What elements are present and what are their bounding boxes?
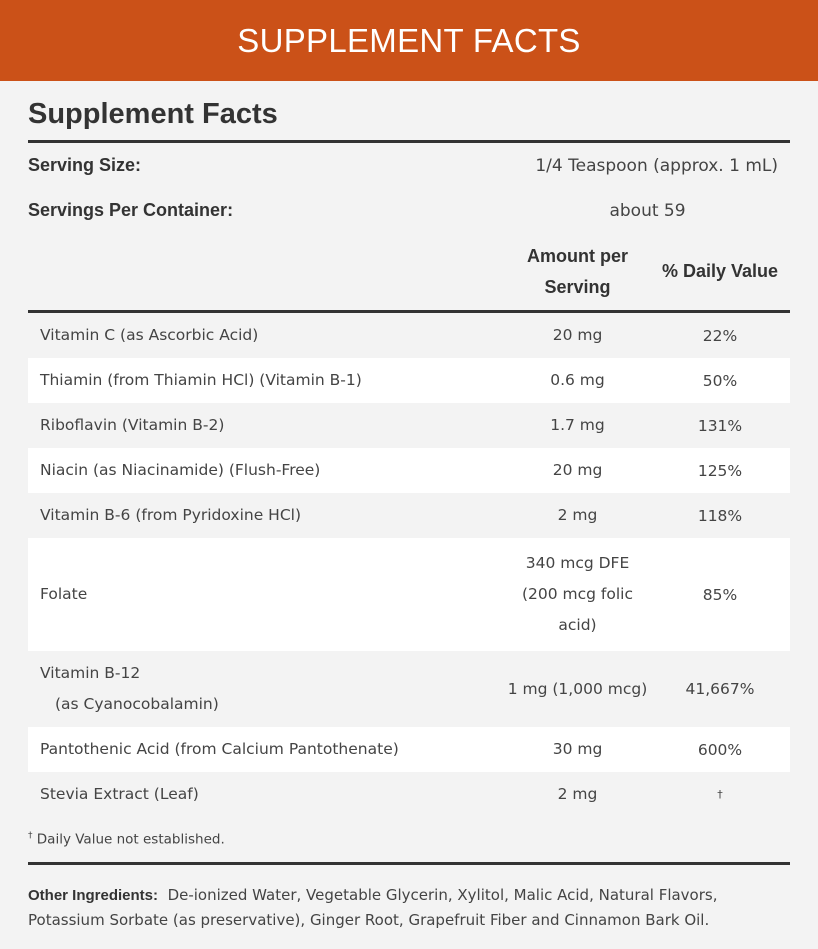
other-ingredients-label: Other Ingredients: <box>28 887 159 904</box>
divider <box>28 140 790 143</box>
serving-size-row: Serving Size: 1/4 Teaspoon (approx. 1 mL… <box>28 143 790 188</box>
nutrient-name: Vitamin B-6 (from Pyridoxine HCl) <box>40 506 302 524</box>
table-row: Pantothenic Acid (from Calcium Pantothen… <box>28 727 790 772</box>
amount: 20 mg <box>552 461 603 479</box>
amount: 30 mg <box>552 740 603 758</box>
daily-value: 22% <box>702 326 738 345</box>
daily-value: 41,667% <box>685 680 755 698</box>
other-ingredients-text: De-ionized Water, Vegetable Glycerin, Xy… <box>28 886 718 929</box>
amount-header: Amount per Serving <box>505 241 650 303</box>
daily-value: 85% <box>702 585 738 604</box>
nutrient-name: Pantothenic Acid (from Calcium Pantothen… <box>40 740 399 758</box>
banner-title: SUPPLEMENT FACTS <box>0 0 818 81</box>
amount: 0.6 mg <box>550 371 605 389</box>
footnote-text: Daily Value not established. <box>32 831 225 848</box>
daily-value: 125% <box>697 461 743 480</box>
nutrient-name-main: Vitamin B-12 <box>40 664 141 682</box>
amount: 1.7 mg <box>550 416 605 434</box>
serving-size-value: 1/4 Teaspoon (approx. 1 mL) <box>535 155 778 176</box>
nutrient-table: Vitamin C (as Ascorbic Acid) 20 mg 22% Thi… <box>28 313 790 817</box>
amount-line: 340 mcg DFE <box>525 554 630 572</box>
table-row: Vitamin B-6 (from Pyridoxine HCl) 2 mg 118… <box>28 493 790 538</box>
table-row: Riboflavin (Vitamin B-2) 1.7 mg 131% <box>28 403 790 448</box>
amount-header-line2: Serving <box>544 276 611 297</box>
nutrient-name: Stevia Extract (Leaf) <box>40 785 199 803</box>
amount-header-line1: Amount per <box>527 245 628 266</box>
table-row: Vitamin C (as Ascorbic Acid) 20 mg 22% <box>28 313 790 358</box>
servings-label: Servings Per Container: <box>28 200 234 220</box>
daily-value: 118% <box>697 506 743 525</box>
amount: 340 mcg DFE (200 mcg folic acid) <box>505 548 650 641</box>
daily-value-header: % Daily Value <box>661 261 779 281</box>
divider <box>28 310 790 313</box>
amount-line: (200 mcg folic <box>521 585 634 603</box>
supplement-facts-panel: Supplement Facts Serving Size: 1/4 Teasp… <box>28 81 790 933</box>
nutrient-name: Folate <box>40 585 88 603</box>
table-row: Niacin (as Niacinamide) (Flush-Free) 20 m… <box>28 448 790 493</box>
footnote: † Daily Value not established. <box>28 831 790 862</box>
table-row: Stevia Extract (Leaf) 2 mg † <box>28 772 790 817</box>
table-row: Vitamin B-12 (as Cyanocobalamin) 1 mg (1,0… <box>28 651 790 727</box>
table-row: Folate 340 mcg DFE (200 mcg folic acid) 85% <box>28 538 790 651</box>
nutrient-name: Niacin (as Niacinamide) (Flush-Free) <box>40 461 321 479</box>
servings-per-container-row: Servings Per Container: about 59 <box>28 188 790 233</box>
servings-value: about 59 <box>609 200 686 221</box>
amount: 2 mg <box>557 785 598 803</box>
nutrient-name: Riboflavin (Vitamin B-2) <box>40 416 225 434</box>
table-row: Thiamin (from Thiamin HCl) (Vitamin B-1)… <box>28 358 790 403</box>
daily-value: † <box>717 788 723 801</box>
amount-line: acid) <box>558 616 597 634</box>
amount: 2 mg <box>557 506 598 524</box>
nutrient-name: Thiamin (from Thiamin HCl) (Vitamin B-1) <box>40 371 362 389</box>
nutrient-name: Vitamin C (as Ascorbic Acid) <box>40 326 259 344</box>
amount: 1 mg (1,000 mcg) <box>507 679 648 698</box>
nutrient-name-sub: (as Cyanocobalamin) <box>55 695 219 713</box>
panel-title: Supplement Facts <box>28 98 278 130</box>
daily-value: 50% <box>702 371 738 390</box>
serving-size-label: Serving Size: <box>28 155 142 175</box>
column-headers: Amount per Serving % Daily Value <box>28 233 790 310</box>
other-ingredients: Other Ingredients: De-ionized Water, Veg… <box>28 883 790 933</box>
amount: 20 mg <box>552 326 603 344</box>
dagger-mark: † <box>28 831 33 841</box>
divider <box>28 862 790 865</box>
nutrient-name: Vitamin B-12 (as Cyanocobalamin) <box>28 658 505 720</box>
daily-value: 600% <box>697 740 743 759</box>
daily-value: 131% <box>697 416 743 435</box>
